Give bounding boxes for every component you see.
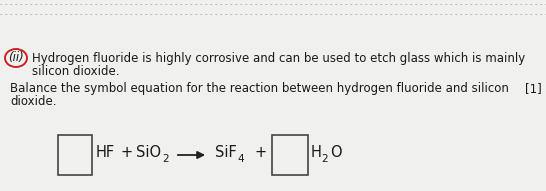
Text: Balance the symbol equation for the reaction between hydrogen fluoride and silic: Balance the symbol equation for the reac… xyxy=(10,82,509,95)
Text: SiF: SiF xyxy=(215,145,237,160)
Bar xyxy=(58,135,92,175)
Bar xyxy=(272,135,308,175)
Text: dioxide.: dioxide. xyxy=(10,95,56,108)
Text: HF: HF xyxy=(96,145,115,160)
Text: [1]: [1] xyxy=(525,82,542,95)
Text: 2: 2 xyxy=(321,154,328,164)
Text: +: + xyxy=(254,145,266,160)
Text: O: O xyxy=(330,145,342,160)
Text: 4: 4 xyxy=(237,154,244,164)
Text: silicon dioxide.: silicon dioxide. xyxy=(32,65,120,78)
Text: +: + xyxy=(120,145,132,160)
Text: (ii): (ii) xyxy=(8,52,23,65)
Text: Hydrogen fluoride is highly corrosive and can be used to etch glass which is mai: Hydrogen fluoride is highly corrosive an… xyxy=(32,52,525,65)
Text: 2: 2 xyxy=(162,154,169,164)
Text: H: H xyxy=(311,145,322,160)
Text: SiO: SiO xyxy=(136,145,161,160)
